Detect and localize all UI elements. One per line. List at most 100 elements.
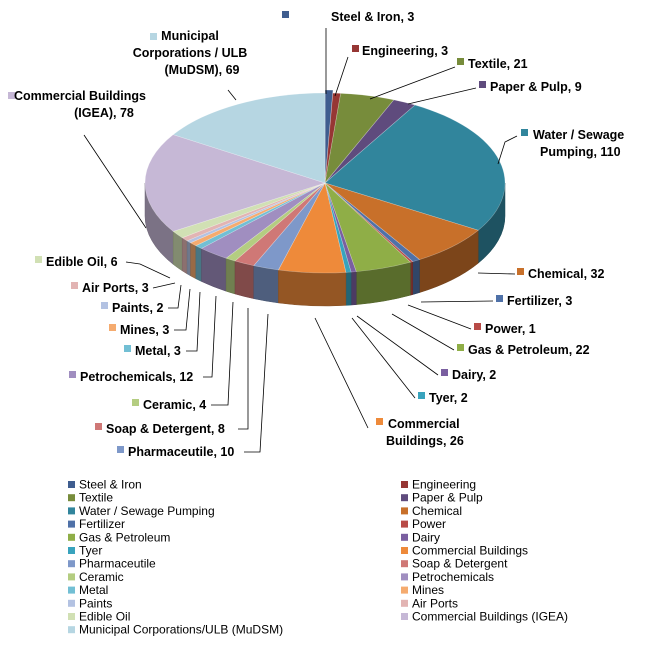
leader-line-paper-pulp	[407, 87, 477, 105]
leader-line-gas-petroleum	[391, 313, 455, 351]
pie-slice-steel-iron	[324, 89, 334, 181]
legend-label-power: Power	[412, 517, 446, 531]
data-label-commercial-buildings-line-2: Buildings, 26	[386, 434, 464, 448]
data-label-paints: Paints, 2	[112, 301, 163, 315]
label-swatch-power	[474, 323, 481, 330]
pie-side-paints	[186, 240, 191, 277]
legend-swatch-municipal-corporations-ulb-mudsm	[68, 626, 75, 634]
pie-slice-engineering	[324, 92, 342, 184]
leader-lines	[83, 28, 518, 453]
pie-slice-air-ports	[181, 182, 326, 242]
leader-line-engineering	[334, 56, 349, 97]
pie-side-group	[144, 182, 506, 307]
legend-swatch-soap-detergent	[401, 560, 408, 568]
legend-swatch-fertilizer	[68, 520, 75, 528]
leader-line-petrochemicals	[203, 295, 217, 378]
label-swatch-municipal-corporations-ulb-mudsm	[150, 33, 157, 40]
legend-label-municipal-corporations-ulb-mudsm: Municipal Corporations/ULB (MuDSM)	[79, 623, 283, 637]
leader-line-ceramic	[211, 301, 234, 406]
legend-label-gas-petroleum: Gas & Petroleum	[79, 530, 170, 544]
pie-top-group	[144, 89, 506, 274]
legend-label-soap-detergent: Soap & Detergent	[412, 557, 508, 571]
pie-slice-pharmaceutile	[253, 182, 326, 271]
data-label-municipal-corporations-ulb-mudsm-line-3: (MuDSM), 69	[165, 63, 240, 77]
label-swatch-soap-detergent	[95, 423, 102, 430]
pie-slice-power	[324, 182, 414, 263]
leader-line-textile	[369, 66, 456, 100]
legend-swatch-edible-oil	[68, 613, 75, 620]
legend-label-edible-oil: Edible Oil	[79, 610, 130, 624]
pie-slice-mines	[189, 182, 326, 247]
leader-line-pharmaceutile	[244, 313, 269, 453]
legend-swatch-steel-iron	[68, 481, 75, 488]
legend-swatch-air-ports	[401, 599, 408, 607]
leader-line-commercial-buildings	[314, 317, 369, 429]
pie-slice-gas-petroleum	[324, 182, 412, 272]
legend-swatch-textile	[68, 494, 75, 502]
pie-side-mines	[190, 242, 197, 280]
leader-line-water-sewage-pumping	[497, 135, 518, 165]
data-label-fertilizer: Fertilizer, 3	[507, 294, 572, 308]
pie-side-ceramic	[225, 257, 236, 295]
data-label-tyer: Tyer, 2	[429, 391, 468, 405]
data-label-soap-detergent: Soap & Detergent, 8	[106, 422, 225, 436]
data-label-edible-oil: Edible Oil, 6	[46, 255, 118, 269]
leader-line-air-ports	[152, 282, 176, 289]
label-swatch-commercial-buildings-igea	[8, 92, 15, 99]
label-swatch-dairy	[441, 369, 448, 376]
legend-label-fertilizer: Fertilizer	[79, 517, 125, 531]
data-label-mines: Mines, 3	[120, 323, 169, 337]
pie-slice-commercial-buildings-igea	[144, 134, 326, 232]
data-label-commercial-buildings-igea-line-1: Commercial Buildings	[14, 89, 146, 103]
legend-swatch-mines	[401, 586, 408, 594]
pie-slice-petrochemicals	[200, 182, 326, 259]
pie-side-fertilizer	[412, 259, 420, 295]
pie-slice-municipal-corporations-ulb-mudsm	[172, 92, 326, 184]
legend-label-air-ports: Air Ports	[412, 596, 458, 610]
data-label-textile: Textile, 21	[468, 57, 528, 71]
leader-line-tyer	[351, 317, 416, 399]
data-label-municipal-corporations-ulb-mudsm-line-2: Corporations / ULB	[133, 46, 248, 60]
legend-swatch-paper-pulp	[401, 494, 408, 502]
legend-label-petrochemicals: Petrochemicals	[412, 570, 494, 584]
label-swatch-water-sewage-pumping	[521, 129, 528, 136]
data-label-pharmaceutile: Pharmaceutile, 10	[128, 445, 234, 459]
legend-label-commercial-buildings: Commercial Buildings	[412, 544, 528, 558]
pie-side-air-ports	[181, 237, 188, 275]
leader-line-paints	[168, 284, 182, 309]
leader-line-mines	[174, 288, 191, 331]
pie-slice-commercial-buildings	[277, 182, 347, 274]
data-label-air-ports: Air Ports, 3	[82, 281, 149, 295]
legend-label-textile: Textile	[79, 491, 113, 505]
legend-swatch-dairy	[401, 533, 408, 541]
legend-label-dairy: Dairy	[412, 530, 440, 544]
pie-slice-edible-oil	[172, 182, 326, 239]
pie-side-edible-oil	[172, 230, 183, 272]
legend-label-steel-iron: Steel & Iron	[79, 478, 142, 492]
pie-slice-fertilizer	[324, 182, 421, 262]
data-labels: Steel & Iron, 3 Engineering, 3 Textile, 21…	[8, 10, 624, 459]
pie-side-pharmaceutile	[253, 265, 279, 304]
pie-side-soap-detergent	[234, 260, 254, 299]
data-label-power: Power, 1	[485, 322, 536, 336]
legend-label-ceramic: Ceramic	[79, 570, 124, 584]
leader-line-municipal-corporations-ulb-mudsm	[227, 89, 237, 101]
label-swatch-chemical	[517, 268, 524, 275]
legend-label-water-sewage-pumping: Water / Sewage Pumping	[79, 504, 215, 518]
label-swatch-commercial-buildings	[376, 418, 383, 425]
legend-swatch-petrochemicals	[401, 573, 408, 581]
pie-side-commercial-buildings	[278, 269, 347, 307]
legend-swatch-commercial-buildings	[401, 547, 408, 554]
legend-swatch-chemical	[401, 507, 408, 515]
label-swatch-ceramic	[132, 399, 139, 406]
data-label-ceramic: Ceramic, 4	[143, 398, 206, 412]
legend: Steel & Iron Engineering Textile Paper & Pu…	[68, 478, 568, 637]
label-swatch-edible-oil	[35, 256, 42, 263]
pie-slice-water-sewage-pumping	[324, 104, 506, 231]
legend-label-pharmaceutile: Pharmaceutile	[79, 557, 156, 571]
pie-slice-dairy	[324, 182, 357, 273]
legend-label-commercial-buildings-igea: Commercial Buildings (IGEA)	[412, 610, 568, 624]
leader-line-edible-oil	[125, 261, 171, 279]
leader-line-power	[407, 304, 472, 330]
